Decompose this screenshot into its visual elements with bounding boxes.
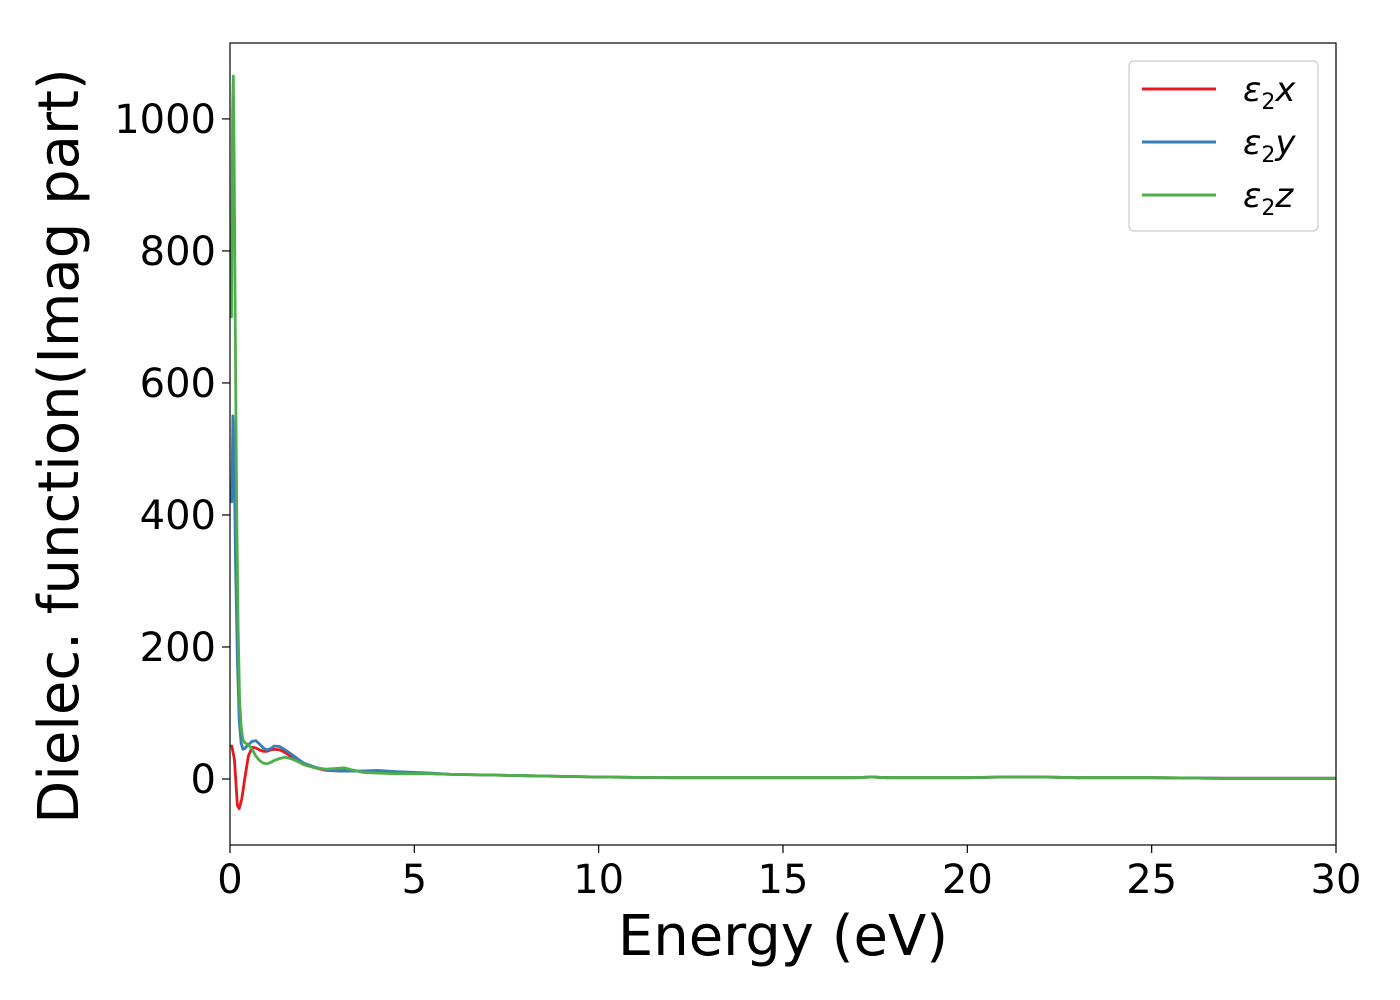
legend-label-x: ε2x <box>1243 70 1296 115</box>
y-axis: 0 200 400 600 800 1000 <box>114 97 230 803</box>
y-tick-label: 1000 <box>114 97 216 143</box>
y-tick-label: 400 <box>140 493 216 539</box>
legend-box <box>1128 60 1319 232</box>
y-tick-label: 600 <box>140 361 216 407</box>
x-axis: 0 5 10 15 20 25 30 <box>217 845 1361 903</box>
x-tick-label: 0 <box>217 857 242 903</box>
legend-label-z: ε2z <box>1243 176 1294 221</box>
x-tick-label: 15 <box>758 857 809 903</box>
y-tick-label: 0 <box>191 757 216 803</box>
x-tick-label: 25 <box>1126 857 1177 903</box>
x-tick-label: 20 <box>942 857 993 903</box>
plot-area <box>230 74 1336 811</box>
y-tick-label: 200 <box>140 625 216 671</box>
series-line-z <box>230 74 1336 780</box>
legend: ε2x ε2y ε2z <box>1128 60 1319 232</box>
x-axis-label: Energy (eV) <box>618 904 948 969</box>
x-tick-label: 10 <box>573 857 624 903</box>
x-tick-label: 30 <box>1311 857 1362 903</box>
y-axis-label: Dielec. function(Imag part) <box>27 68 92 824</box>
legend-label-y: ε2y <box>1243 123 1296 168</box>
x-tick-label: 5 <box>402 857 427 903</box>
y-tick-label: 800 <box>140 229 216 275</box>
